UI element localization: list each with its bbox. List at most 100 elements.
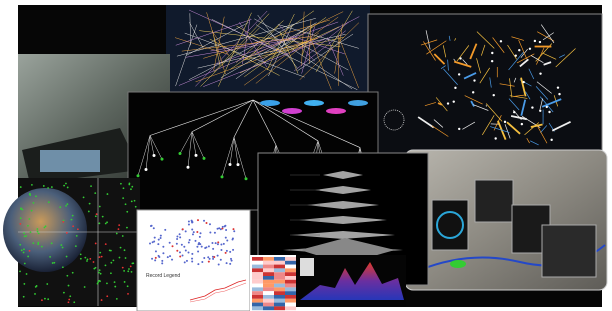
dot xyxy=(232,228,234,230)
node xyxy=(447,102,449,104)
dot xyxy=(98,280,100,282)
dot xyxy=(232,249,234,251)
dot xyxy=(198,243,200,245)
dot xyxy=(162,252,164,254)
heat-cell xyxy=(285,261,296,265)
dot xyxy=(160,235,162,237)
inset xyxy=(300,258,314,276)
dot xyxy=(208,245,210,247)
heat-cell xyxy=(274,257,285,261)
node xyxy=(454,87,456,89)
dot xyxy=(99,256,101,258)
dot xyxy=(203,220,205,222)
dot xyxy=(220,259,222,261)
dot xyxy=(23,252,25,254)
dot xyxy=(191,253,193,255)
heat-cell xyxy=(252,284,263,288)
dot xyxy=(34,293,36,295)
dot xyxy=(41,299,43,301)
dot xyxy=(201,246,203,248)
dot xyxy=(95,215,97,217)
dot xyxy=(63,292,65,294)
node xyxy=(518,49,520,51)
dot xyxy=(183,246,185,248)
dot xyxy=(119,257,121,259)
dot xyxy=(197,250,199,252)
dot xyxy=(135,206,137,208)
dot xyxy=(66,203,68,205)
heat-cell xyxy=(252,303,263,307)
dot xyxy=(201,261,203,263)
heat-cell xyxy=(274,276,285,280)
heat-cell xyxy=(274,295,285,299)
dot xyxy=(71,219,73,221)
heat-cell xyxy=(252,276,263,280)
dot xyxy=(130,265,132,267)
dot xyxy=(188,224,190,226)
node xyxy=(473,79,475,81)
heat-cell xyxy=(285,303,296,307)
dot xyxy=(162,246,164,248)
dot xyxy=(100,273,102,275)
heat-cell xyxy=(252,295,263,299)
dot xyxy=(101,299,103,301)
dot xyxy=(99,269,101,271)
dot xyxy=(29,250,31,252)
dot xyxy=(41,246,43,248)
leaf xyxy=(187,166,190,169)
dot xyxy=(200,232,202,234)
leaf xyxy=(237,163,240,166)
dot xyxy=(68,285,70,287)
dot xyxy=(130,188,132,190)
dot xyxy=(44,298,46,300)
dot xyxy=(80,253,82,255)
dot xyxy=(209,223,211,225)
dot xyxy=(226,239,228,241)
dot xyxy=(62,247,64,249)
dot xyxy=(62,221,64,223)
dot xyxy=(217,243,219,245)
dot xyxy=(106,221,108,223)
dot xyxy=(218,263,220,265)
dot xyxy=(150,225,152,227)
dot xyxy=(197,219,199,221)
dot xyxy=(158,239,160,241)
dot xyxy=(128,268,130,270)
network-panel-3d xyxy=(368,14,602,172)
dot xyxy=(154,259,156,261)
dot xyxy=(189,239,191,241)
leaf xyxy=(195,154,198,157)
dot xyxy=(171,259,173,261)
heat-cell xyxy=(263,295,274,299)
dot xyxy=(93,261,95,263)
dot xyxy=(26,273,28,275)
node xyxy=(493,94,495,96)
dot xyxy=(62,266,64,268)
dot xyxy=(149,242,151,244)
node xyxy=(504,121,506,123)
heat-cell xyxy=(263,303,274,307)
heat-cell xyxy=(285,268,296,272)
dot xyxy=(222,226,224,228)
heat-cell xyxy=(263,287,274,291)
dot xyxy=(122,267,124,269)
dot xyxy=(232,239,234,241)
green-blob xyxy=(450,260,466,268)
dot xyxy=(154,237,156,239)
heat-cell xyxy=(285,265,296,269)
globe xyxy=(3,188,87,272)
leaf xyxy=(153,154,156,157)
leaf xyxy=(161,158,164,161)
dot xyxy=(112,259,114,261)
inset-window xyxy=(475,180,513,222)
dot xyxy=(37,243,39,245)
dot xyxy=(36,228,38,230)
dot xyxy=(193,231,195,233)
dot xyxy=(31,210,33,212)
dot xyxy=(155,250,157,252)
dot xyxy=(217,241,219,243)
dot xyxy=(127,270,129,272)
dot xyxy=(172,245,174,247)
dot xyxy=(75,245,77,247)
dot xyxy=(155,257,157,259)
